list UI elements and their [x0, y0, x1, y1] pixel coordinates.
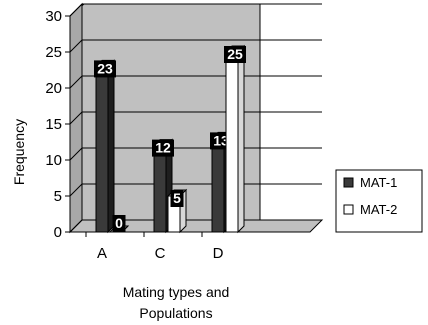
y-tick-label: 0: [54, 224, 62, 241]
y-tick-label: 10: [45, 152, 62, 169]
gridline-side: [69, 3, 83, 17]
data-label-box: [170, 190, 184, 207]
bar-MAT-1-A: 23: [94, 59, 116, 234]
y-tick-label: 25: [45, 44, 62, 61]
y-tick-label: 30: [45, 8, 62, 25]
gridline-side: [69, 111, 83, 125]
bar-side: [237, 44, 245, 234]
data-label: 23: [97, 60, 113, 76]
y-axis-label: Frequency: [11, 119, 27, 185]
x-tick-label: A: [97, 245, 107, 262]
data-label-box: [224, 46, 246, 63]
gridline-side: [69, 147, 83, 161]
x-tick-label: C: [155, 245, 166, 262]
bars: 23 0 12 5 13 25: [94, 44, 246, 234]
bar-front: [211, 137, 225, 233]
legend-label-MAT-1: MAT-1: [360, 175, 397, 190]
data-label: 25: [227, 46, 243, 62]
y-tick-label: 15: [45, 116, 62, 133]
legend: MAT-1 MAT-2: [335, 169, 423, 233]
bar-front: [95, 65, 109, 233]
x-tick-label: D: [213, 245, 224, 262]
gridline-side: [69, 39, 83, 53]
data-label: 13: [213, 132, 229, 148]
gridline-side: [69, 219, 83, 233]
legend-swatch-MAT-1: [343, 177, 354, 188]
gridlines: [69, 3, 322, 233]
data-label-box: [152, 139, 174, 157]
x-axis-label-line-1: Mating types and: [123, 284, 230, 300]
data-label: 12: [155, 140, 171, 156]
legend-label-MAT-2: MAT-2: [360, 202, 397, 217]
bar-MAT-2-A: 0: [108, 215, 130, 233]
bar-front: [153, 145, 167, 233]
y-axis-ticks: 0 5 10 15 20 25 30: [45, 8, 70, 241]
data-label-box: [112, 215, 126, 232]
data-label: 5: [173, 190, 181, 206]
gridline-side: [69, 75, 83, 89]
data-label: 0: [115, 215, 123, 231]
data-label-box: [94, 60, 116, 78]
bar-front: [225, 51, 239, 233]
gridline-side: [69, 183, 83, 197]
y-tick-label: 20: [45, 80, 62, 97]
legend-swatch-MAT-2: [343, 204, 354, 215]
bar-MAT-2-D: 25: [224, 44, 246, 234]
bar-side: [107, 59, 115, 234]
bar-MAT-2-C: 5: [166, 188, 188, 234]
y-tick-label: 5: [54, 188, 62, 205]
x-axis-label-line-2: Populations: [139, 305, 212, 321]
